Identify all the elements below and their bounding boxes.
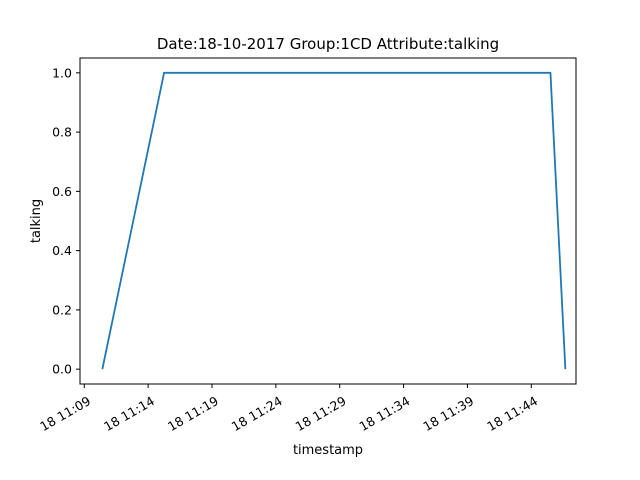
plot-layer (101, 71, 567, 370)
y-tick-label: 0.0 (52, 362, 72, 377)
y-tick-label: 1.0 (52, 65, 72, 80)
series-line-0 (101, 71, 567, 370)
y-axis-label: talking (29, 199, 44, 243)
y-tick-label: 0.2 (52, 302, 72, 317)
x-axis-label: timestamp (293, 443, 363, 458)
y-tick-label: 0.4 (52, 243, 72, 258)
y-tick-label: 0.6 (52, 184, 72, 199)
y-axis: 0.0 0.2 0.4 0.6 0.8 1.0 (52, 65, 80, 377)
y-tick-label: 0.8 (52, 125, 72, 140)
chart-title: Date:18-10-2017 Group:1CD Attribute:talk… (157, 35, 499, 53)
axes-frame (79, 57, 577, 385)
